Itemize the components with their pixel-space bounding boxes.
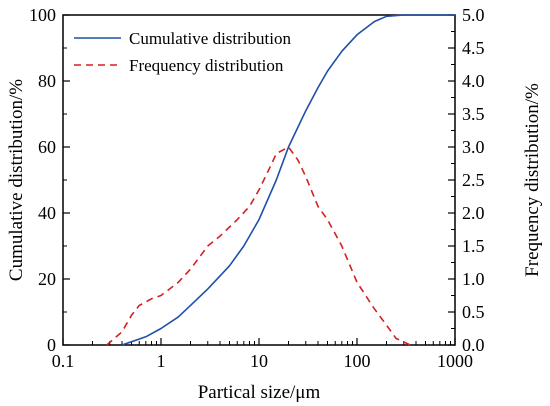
axes-layer: 0.1 1 10 100 1000 0 20 40 60 80 100 0.0 0.5 1.0 1.5 2.0… bbox=[29, 5, 485, 371]
cumulative-distribution-line bbox=[121, 14, 455, 346]
left-y-tick-label: 100 bbox=[29, 5, 56, 25]
right-y-tick-label: 4.0 bbox=[462, 71, 485, 91]
left-y-tick-label: 0 bbox=[47, 335, 56, 355]
x-tick-label: 1000 bbox=[437, 351, 473, 371]
x-tick-label: 100 bbox=[344, 351, 371, 371]
right-y-tick-label: 5.0 bbox=[462, 5, 485, 25]
legend: Cumulative distribution Frequency distrib… bbox=[74, 29, 291, 75]
right-y-tick-label: 0.5 bbox=[462, 302, 485, 322]
right-y-tick-label: 4.5 bbox=[462, 38, 485, 58]
x-axis-title: Partical size/μm bbox=[198, 382, 321, 403]
left-y-axis-title: Cumulative distribution/% bbox=[6, 79, 27, 281]
right-y-tick-label: 3.0 bbox=[462, 137, 485, 157]
left-y-tick-label: 20 bbox=[38, 269, 56, 289]
right-y-axis-title: Frequency distribution/% bbox=[522, 83, 543, 277]
right-y-tick-label: 1.5 bbox=[462, 236, 485, 256]
right-y-tick-label: 2.0 bbox=[462, 203, 485, 223]
right-y-tick-label: 3.5 bbox=[462, 104, 485, 124]
left-y-tick-label: 40 bbox=[38, 203, 56, 223]
left-y-tick-label: 60 bbox=[38, 137, 56, 157]
left-y-tick-label: 80 bbox=[38, 71, 56, 91]
x-tick-label: 0.1 bbox=[52, 351, 75, 371]
x-tick-label: 10 bbox=[250, 351, 268, 371]
right-y-tick-label: 2.5 bbox=[462, 170, 485, 190]
x-tick-label: 1 bbox=[157, 351, 166, 371]
legend-label: Frequency distribution bbox=[129, 56, 284, 75]
right-y-tick-label: 0.0 bbox=[462, 335, 485, 355]
frequency-distribution-line bbox=[106, 146, 411, 346]
legend-label: Cumulative distribution bbox=[129, 29, 291, 48]
right-y-tick-label: 1.0 bbox=[462, 269, 485, 289]
series-layer bbox=[106, 14, 455, 346]
